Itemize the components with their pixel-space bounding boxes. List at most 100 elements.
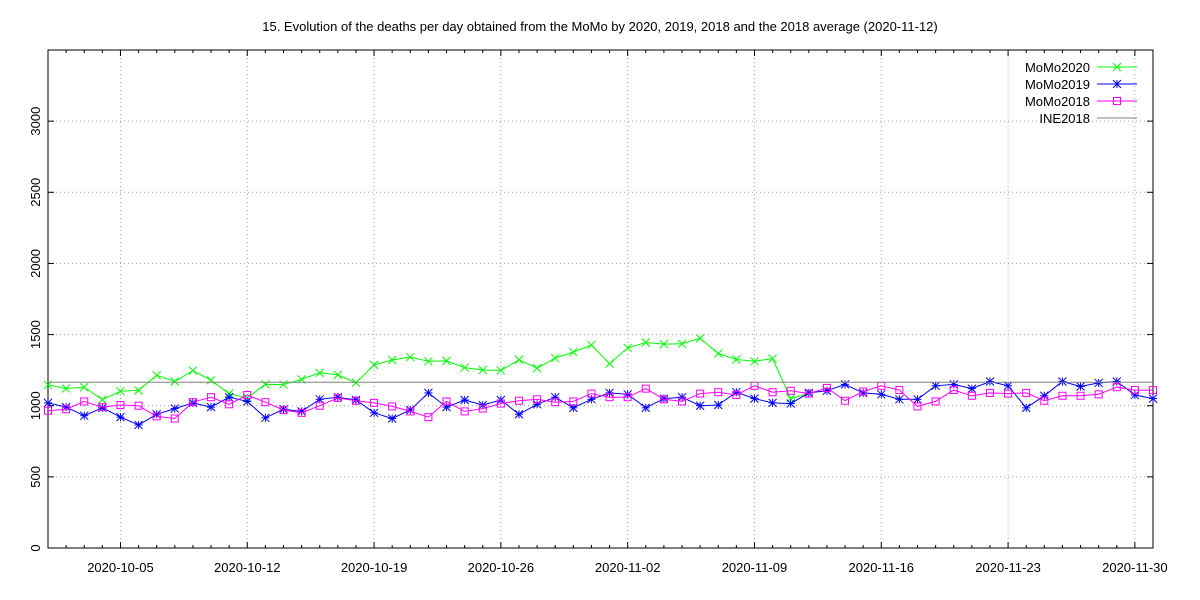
data-point — [1148, 394, 1158, 403]
y-tick-label: 2000 — [28, 249, 43, 278]
data-point — [587, 394, 596, 404]
data-point — [859, 387, 868, 396]
data-point — [550, 392, 560, 402]
data-point — [804, 389, 813, 398]
data-point — [207, 393, 216, 402]
x-tick-label: 2020-11-23 — [975, 560, 1041, 575]
data-point — [695, 333, 705, 343]
legend: MoMo2020 MoMo2019 MoMo2018 INE2018 — [1025, 60, 1137, 126]
x-tick-label: 2020-11-02 — [595, 560, 661, 575]
data-point — [442, 397, 451, 406]
data-point — [895, 394, 904, 404]
data-point — [732, 355, 741, 364]
data-point — [532, 399, 542, 409]
data-point — [605, 393, 614, 402]
data-point — [405, 352, 415, 362]
data-point — [605, 359, 614, 368]
data-point — [261, 380, 270, 389]
data-point — [170, 404, 180, 413]
data-point — [841, 396, 850, 405]
data-point — [1149, 386, 1157, 395]
data-point — [949, 386, 958, 395]
data-point — [895, 386, 904, 395]
data-point — [152, 370, 162, 380]
data-point — [1112, 377, 1122, 386]
data-point — [297, 408, 306, 417]
data-point — [460, 395, 469, 405]
x-tick-label: 2020-11-16 — [849, 560, 915, 575]
data-point — [750, 356, 759, 366]
data-point — [623, 343, 633, 353]
data-point — [1112, 383, 1121, 392]
data-point — [714, 388, 723, 397]
data-point — [116, 386, 125, 396]
data-point — [514, 355, 524, 365]
data-point — [641, 403, 651, 413]
data-point — [460, 407, 469, 416]
data-point — [315, 401, 324, 410]
data-point — [496, 366, 506, 375]
data-point — [1130, 386, 1139, 395]
grid — [48, 50, 1153, 548]
data-point — [985, 388, 994, 397]
data-point — [387, 414, 397, 423]
legend-marker — [1112, 79, 1122, 89]
legend-item-momo2018: MoMo2018 — [1025, 94, 1137, 109]
data-point — [514, 409, 524, 419]
data-point — [533, 395, 542, 404]
data-point — [98, 403, 107, 412]
data-point — [1040, 396, 1049, 405]
data-point — [496, 399, 505, 408]
data-point — [822, 383, 831, 392]
data-point — [478, 404, 487, 413]
legend-item-momo2019: MoMo2019 — [1025, 77, 1137, 92]
data-point — [732, 391, 741, 400]
data-point — [876, 389, 886, 399]
data-point — [967, 391, 976, 400]
data-point — [623, 393, 632, 402]
data-point — [79, 411, 89, 421]
data-point — [478, 365, 488, 375]
data-point — [840, 380, 850, 389]
legend-label: MoMo2020 — [1025, 60, 1090, 75]
data-point — [768, 398, 777, 408]
data-point — [587, 340, 596, 350]
data-point — [713, 349, 723, 358]
data-point — [243, 391, 252, 400]
data-point — [587, 389, 596, 398]
data-point — [152, 412, 161, 421]
data-point — [61, 384, 71, 393]
data-point — [188, 398, 197, 407]
data-point — [913, 394, 922, 404]
data-point — [261, 398, 270, 407]
series-layer — [43, 333, 1158, 430]
data-point — [659, 339, 669, 349]
data-point — [388, 402, 397, 411]
data-point — [985, 377, 995, 386]
data-point — [786, 399, 796, 408]
data-point — [1094, 390, 1103, 399]
plot-frame — [47, 49, 1154, 549]
data-point — [369, 408, 379, 418]
legend-marker — [1112, 62, 1122, 72]
data-point — [913, 402, 922, 411]
data-point — [569, 397, 578, 406]
legend-item-momo2020: MoMo2020 — [1025, 60, 1137, 75]
data-point — [79, 382, 89, 392]
data-point — [206, 402, 216, 412]
data-point — [967, 384, 977, 393]
series-momo2019 — [43, 377, 1158, 430]
data-point — [1004, 389, 1013, 398]
data-point — [369, 360, 379, 370]
data-point — [605, 388, 614, 398]
data-point — [442, 356, 451, 366]
x-tick-label: 2020-11-30 — [1102, 560, 1168, 575]
data-point — [768, 354, 777, 363]
data-point — [1094, 378, 1104, 388]
data-point — [551, 398, 560, 407]
data-point — [134, 420, 143, 430]
data-point — [188, 366, 198, 375]
data-point — [351, 396, 360, 405]
y-tick-label: 1500 — [28, 320, 43, 349]
data-point — [206, 375, 216, 385]
